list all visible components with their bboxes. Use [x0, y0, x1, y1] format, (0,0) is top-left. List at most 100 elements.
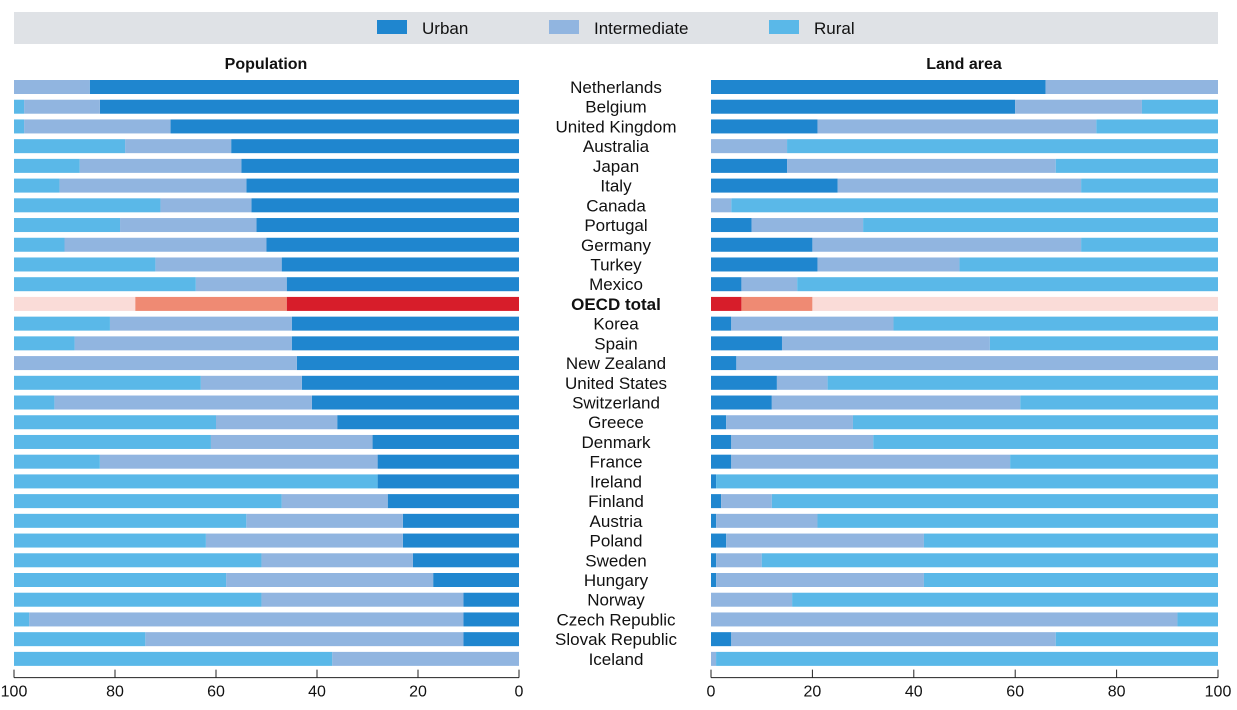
- land-area-bar-germany-urban: [711, 237, 813, 252]
- land-area-bar-korea-urban: [711, 316, 732, 331]
- country-label-oecd-total: OECD total: [571, 295, 661, 314]
- country-label-finland: Finland: [588, 492, 644, 511]
- population-bar-norway-rural: [14, 592, 262, 607]
- population-bar-germany-urban: [266, 237, 519, 252]
- population-bar-germany-rural: [14, 237, 65, 252]
- land-area-bar-spain-rural: [989, 336, 1218, 351]
- country-label-greece: Greece: [588, 413, 644, 432]
- population-bar-norway-urban: [463, 592, 519, 607]
- population-bar-portugal-rural: [14, 218, 121, 233]
- population-bar-poland-rural: [14, 533, 206, 548]
- country-label-turkey: Turkey: [590, 255, 642, 274]
- land-area-bar-denmark-rural: [873, 434, 1218, 449]
- axes: 100 80 60 40 20 0 0 20 40 60 80 100: [1, 669, 1231, 701]
- land-area-bar-czech-republic-rural: [1177, 612, 1218, 627]
- land-area-bar-iceland-rural: [716, 651, 1218, 666]
- population-bar-iceland-rural: [14, 651, 333, 666]
- land-area-bar-spain-urban: [711, 336, 782, 351]
- land-area-bar-netherlands-urban: [711, 80, 1046, 94]
- population-tick-label: 80: [106, 684, 124, 701]
- land-area-bar-france-urban: [711, 454, 732, 469]
- population-bar-switzerland-urban: [311, 395, 519, 410]
- country-label-czech-republic: Czech Republic: [556, 610, 676, 629]
- country-label-united-states: United States: [565, 374, 667, 393]
- population-bar-italy-rural: [14, 178, 60, 193]
- population-bar-austria-urban: [402, 513, 519, 528]
- population-bar-denmark-urban: [372, 434, 519, 449]
- population-bar-korea-urban: [291, 316, 519, 331]
- population-bar-slovak-republic-urban: [463, 632, 519, 647]
- land-area-bar-canada-intermediate: [711, 198, 732, 213]
- population-bar-turkey-rural: [14, 257, 156, 272]
- population-bar-united-states-urban: [301, 375, 519, 390]
- land-area-bar-united-kingdom-intermediate: [817, 119, 1097, 134]
- land-area-bar-italy-urban: [711, 178, 838, 193]
- land-area-bar-mexico-rural: [797, 277, 1218, 292]
- land-area-bar-oecd-total-rural: [812, 296, 1218, 311]
- land-area-bar-poland-intermediate: [726, 533, 924, 548]
- land-area-bar-belgium-intermediate: [1015, 99, 1142, 114]
- country-label-new-zealand: New Zealand: [566, 354, 666, 373]
- population-bar-belgium-urban: [99, 99, 519, 114]
- population-bar-switzerland-intermediate: [54, 395, 312, 410]
- country-label-ireland: Ireland: [590, 472, 642, 491]
- population-bar-spain-urban: [291, 336, 519, 351]
- country-label-mexico: Mexico: [589, 275, 643, 294]
- land-area-bar-new-zealand-urban: [711, 356, 737, 371]
- land-area-bar-spain-intermediate: [781, 336, 990, 351]
- land-area-bar-portugal-intermediate: [751, 218, 864, 233]
- land-area-bar-turkey-intermediate: [817, 257, 960, 272]
- population-tick-label: 20: [409, 684, 427, 701]
- land-area-bar-hungary-urban: [711, 573, 717, 587]
- land-area-bar-australia-rural: [787, 139, 1218, 154]
- land-area-bar-finland-rural: [771, 494, 1218, 509]
- land-area-bar-iceland-intermediate: [711, 651, 717, 666]
- land-area-tick-label: 0: [707, 684, 716, 701]
- population-bars: [14, 80, 520, 666]
- population-bar-france-rural: [14, 454, 100, 469]
- country-label-hungary: Hungary: [584, 571, 649, 590]
- land-area-bar-ireland-rural: [716, 474, 1218, 489]
- land-area-bar-united-states-urban: [711, 375, 777, 390]
- population-bar-greece-urban: [337, 415, 519, 430]
- land-area-tick-label: 20: [804, 684, 822, 701]
- population-bar-italy-intermediate: [59, 178, 247, 193]
- population-bar-italy-urban: [246, 178, 520, 193]
- population-bar-finland-urban: [387, 494, 519, 509]
- legend-label-intermediate: Intermediate: [594, 19, 689, 38]
- population-bar-slovak-republic-rural: [14, 632, 146, 647]
- population-bar-norway-intermediate: [261, 592, 464, 607]
- population-bar-greece-intermediate: [216, 415, 338, 430]
- legend-label-rural: Rural: [814, 19, 855, 38]
- land-area-bar-portugal-rural: [863, 218, 1218, 233]
- land-area-bar-korea-rural: [893, 316, 1218, 331]
- land-area-bar-slovak-republic-urban: [711, 632, 732, 647]
- country-label-switzerland: Switzerland: [572, 394, 660, 413]
- population-bar-sweden-rural: [14, 553, 262, 568]
- land-area-bar-portugal-urban: [711, 218, 752, 233]
- land-area-bar-poland-urban: [711, 533, 727, 548]
- legend: Urban Intermediate Rural: [377, 19, 855, 38]
- country-label-japan: Japan: [593, 157, 639, 176]
- country-label-denmark: Denmark: [582, 433, 651, 452]
- population-bar-new-zealand-urban: [296, 356, 519, 371]
- population-bar-united-kingdom-rural: [14, 119, 25, 134]
- population-bar-new-zealand-intermediate: [14, 356, 297, 371]
- population-bar-japan-intermediate: [79, 158, 242, 173]
- population-bar-czech-republic-intermediate: [29, 612, 464, 627]
- population-bar-hungary-urban: [433, 573, 519, 587]
- population-bar-germany-intermediate: [64, 237, 267, 252]
- land-area-tick-label: 80: [1108, 684, 1126, 701]
- population-bar-japan-urban: [241, 158, 519, 173]
- land-area-tick-label: 60: [1006, 684, 1024, 701]
- land-area-bar-italy-intermediate: [837, 178, 1082, 193]
- land-area-bar-netherlands-intermediate: [1045, 80, 1218, 94]
- population-bar-australia-intermediate: [125, 139, 232, 154]
- country-label-australia: Australia: [583, 137, 650, 156]
- legend-swatch-intermediate: [549, 20, 579, 34]
- land-area-bar-switzerland-urban: [711, 395, 772, 410]
- population-bar-belgium-rural: [14, 99, 25, 114]
- land-area-bar-norway-rural: [792, 592, 1218, 607]
